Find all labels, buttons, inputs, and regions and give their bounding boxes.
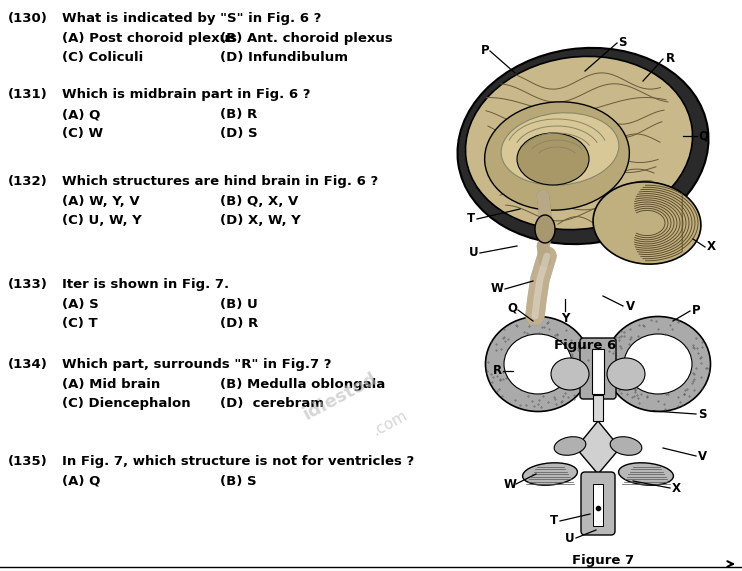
Text: (C) W: (C) W — [62, 127, 103, 140]
Text: (133): (133) — [8, 278, 48, 291]
Text: In Fig. 7, which structure is not for ventricles ?: In Fig. 7, which structure is not for ve… — [62, 455, 414, 468]
FancyBboxPatch shape — [580, 338, 616, 399]
Text: (A) S: (A) S — [62, 298, 99, 311]
Bar — [593, 395, 603, 421]
Text: P: P — [481, 45, 489, 58]
Bar — [593, 484, 603, 526]
Text: (135): (135) — [8, 455, 47, 468]
Ellipse shape — [517, 133, 589, 185]
Text: W: W — [504, 477, 516, 490]
Ellipse shape — [522, 463, 577, 485]
Text: R: R — [493, 364, 502, 377]
Ellipse shape — [605, 316, 711, 412]
Text: Y: Y — [561, 312, 569, 325]
Text: P: P — [692, 304, 700, 317]
Ellipse shape — [619, 463, 674, 485]
Text: (D) X, W, Y: (D) X, W, Y — [220, 214, 301, 227]
Text: (C) Diencephalon: (C) Diencephalon — [62, 397, 191, 410]
Text: (131): (131) — [8, 88, 47, 101]
Text: Iter is shown in Fig. 7.: Iter is shown in Fig. 7. — [62, 278, 229, 291]
Text: (A) Q: (A) Q — [62, 475, 100, 488]
Text: (C) T: (C) T — [62, 317, 98, 330]
Text: What is indicated by "S" in Fig. 6 ?: What is indicated by "S" in Fig. 6 ? — [62, 12, 321, 25]
Text: (C) Coliculi: (C) Coliculi — [62, 51, 143, 64]
Text: (D) Infundibulum: (D) Infundibulum — [220, 51, 348, 64]
Ellipse shape — [607, 358, 645, 390]
Ellipse shape — [593, 182, 701, 264]
Text: Which structures are hind brain in Fig. 6 ?: Which structures are hind brain in Fig. … — [62, 175, 378, 188]
Text: Figure 6: Figure 6 — [554, 339, 616, 352]
Text: U: U — [565, 532, 575, 545]
Ellipse shape — [551, 358, 589, 390]
Text: Figure 7: Figure 7 — [572, 554, 634, 567]
Text: Q: Q — [507, 301, 517, 315]
Ellipse shape — [458, 48, 709, 244]
Text: R: R — [666, 53, 674, 66]
Text: Q: Q — [698, 130, 708, 143]
Text: T: T — [467, 212, 475, 226]
Text: X: X — [672, 481, 680, 494]
Text: (D) S: (D) S — [220, 127, 257, 140]
Ellipse shape — [610, 437, 642, 455]
Text: (A) W, Y, V: (A) W, Y, V — [62, 195, 139, 208]
Text: (B) Medulla oblongala: (B) Medulla oblongala — [220, 378, 385, 391]
Text: (A) Post choroid plexus: (A) Post choroid plexus — [62, 32, 237, 45]
Text: V: V — [626, 300, 634, 312]
Text: W: W — [490, 283, 504, 296]
Text: S: S — [697, 408, 706, 420]
Text: Which is midbrain part in Fig. 6 ?: Which is midbrain part in Fig. 6 ? — [62, 88, 310, 101]
Ellipse shape — [554, 437, 586, 455]
Polygon shape — [576, 421, 620, 474]
Ellipse shape — [624, 334, 692, 394]
Text: (B) Q, X, V: (B) Q, X, V — [220, 195, 298, 208]
Text: idiestod: idiestod — [300, 369, 380, 423]
Text: S: S — [618, 37, 626, 50]
Text: (132): (132) — [8, 175, 47, 188]
Text: (B) S: (B) S — [220, 475, 257, 488]
Text: .com: .com — [370, 408, 410, 439]
Text: (C) U, W, Y: (C) U, W, Y — [62, 214, 142, 227]
Ellipse shape — [535, 215, 555, 243]
Text: Which part, surrounds "R" in Fig.7 ?: Which part, surrounds "R" in Fig.7 ? — [62, 358, 332, 371]
Text: (D) R: (D) R — [220, 317, 258, 330]
Text: V: V — [697, 449, 706, 463]
Ellipse shape — [485, 316, 591, 412]
Text: X: X — [706, 240, 715, 254]
FancyBboxPatch shape — [581, 472, 615, 535]
Bar — [592, 349, 604, 394]
Ellipse shape — [465, 57, 692, 230]
Text: (130): (130) — [8, 12, 48, 25]
Text: U: U — [469, 247, 479, 259]
Text: (B) R: (B) R — [220, 108, 257, 121]
Text: (A) Mid brain: (A) Mid brain — [62, 378, 160, 391]
Ellipse shape — [485, 102, 629, 210]
Text: T: T — [550, 514, 558, 528]
Text: (D)  cerebram: (D) cerebram — [220, 397, 324, 410]
Text: (134): (134) — [8, 358, 48, 371]
Text: (A) Q: (A) Q — [62, 108, 100, 121]
Text: (B) U: (B) U — [220, 298, 257, 311]
Ellipse shape — [501, 112, 619, 185]
Ellipse shape — [504, 334, 572, 394]
Text: (B) Ant. choroid plexus: (B) Ant. choroid plexus — [220, 32, 393, 45]
